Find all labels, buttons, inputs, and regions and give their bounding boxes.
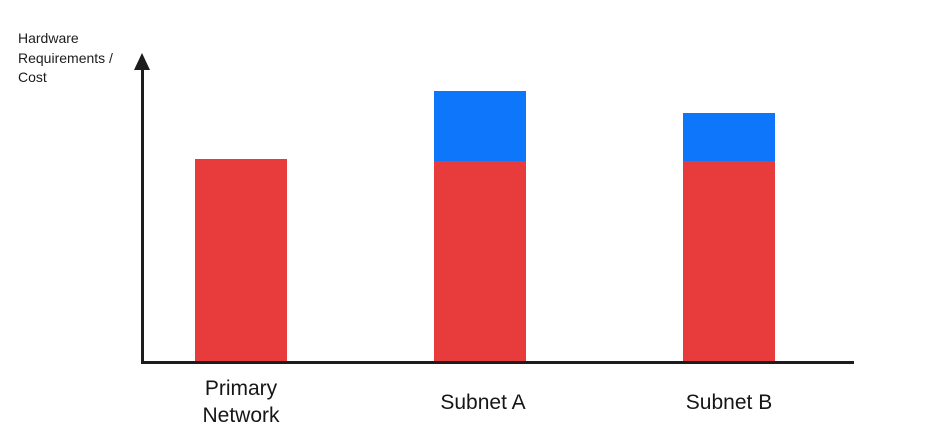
x-axis-line bbox=[141, 361, 854, 364]
y-axis-arrowhead bbox=[134, 53, 150, 70]
bar-primary-network bbox=[195, 159, 287, 361]
bar-subnet-b bbox=[683, 113, 775, 361]
bar-segment-red bbox=[683, 161, 775, 361]
bar-segment-blue bbox=[683, 113, 775, 161]
y-axis-label: Hardware Requirements / Cost bbox=[18, 30, 113, 85]
x-label-subnet-a: Subnet A bbox=[440, 390, 526, 414]
x-label-subnet-b: Subnet B bbox=[685, 390, 773, 414]
x-label-primary-network: Primary Network bbox=[202, 377, 280, 427]
y-axis-line bbox=[141, 66, 144, 363]
bar-segment-blue bbox=[434, 91, 526, 161]
bar-segment-red bbox=[434, 161, 526, 361]
bar-subnet-a bbox=[434, 91, 526, 361]
bar-segment-red bbox=[195, 159, 287, 361]
